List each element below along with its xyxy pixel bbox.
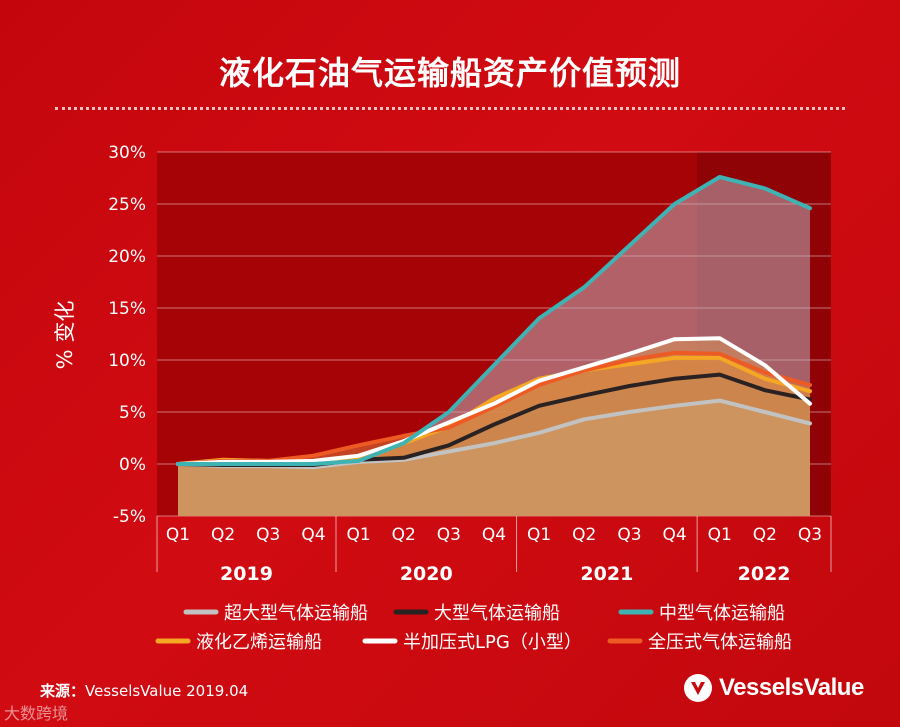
legend-label: 中型气体运输船 — [659, 603, 785, 624]
legend-label: 全压式气体运输船 — [648, 632, 792, 653]
legend-label: 液化乙烯运输船 — [196, 632, 322, 653]
series-line-全压式气体运输船 — [176, 350, 812, 466]
source-text: VesselsValue 2019.04 — [85, 682, 249, 700]
x-tick-label: Q4 — [662, 525, 686, 545]
chart-title: 液化石油气运输船资产价值预测 — [218, 54, 681, 92]
vesselsvalue-logo-icon — [684, 674, 712, 702]
source-note: 来源：VesselsValue 2019.04 — [40, 680, 248, 701]
x-tick-label: Q3 — [798, 525, 822, 545]
x-tick-label: Q1 — [166, 525, 190, 545]
y-tick-label: 15% — [108, 299, 146, 319]
brand-name: VesselsValue — [719, 674, 864, 701]
year-label: 2019 — [220, 563, 273, 585]
area-超大型气体运输船 — [178, 400, 810, 516]
y-tick-label: -5% — [113, 507, 146, 527]
year-label: 2022 — [738, 563, 791, 585]
y-tick-label: 20% — [108, 247, 146, 267]
y-axis-label: % 变化 — [53, 301, 77, 370]
series-line-中型气体运输船 — [176, 175, 812, 466]
y-tick-label: 10% — [108, 351, 146, 371]
y-tick-label: 0% — [119, 455, 146, 475]
x-tick-label: Q2 — [572, 525, 596, 545]
brand-logo: VesselsValue — [683, 672, 864, 704]
x-tick-label: Q3 — [617, 525, 641, 545]
watermark-text: 大数跨境 — [4, 704, 69, 723]
x-tick-label: Q4 — [301, 525, 325, 545]
x-tick-label: Q2 — [211, 525, 235, 545]
y-tick-label: 30% — [108, 143, 146, 163]
dotted-divider — [55, 107, 845, 110]
year-label: 2021 — [580, 563, 633, 585]
x-tick-label: Q3 — [256, 525, 280, 545]
x-tick-label: Q4 — [482, 525, 506, 545]
source-label: 来源： — [40, 682, 86, 700]
legend-label: 大型气体运输船 — [434, 603, 560, 624]
legend-label: 超大型气体运输船 — [224, 603, 368, 624]
legend-label: 半加压式LPG（小型） — [403, 632, 582, 653]
x-tick-label: Q1 — [527, 525, 551, 545]
x-tick-label: Q2 — [753, 525, 777, 545]
x-tick-label: Q1 — [708, 525, 732, 545]
y-tick-label: 25% — [108, 195, 146, 215]
x-tick-label: Q3 — [437, 525, 461, 545]
watermark: 大数跨境 — [4, 700, 68, 724]
x-tick-label: Q2 — [392, 525, 416, 545]
series-line-半加压式LPG（小型） — [176, 336, 812, 466]
year-label: 2020 — [400, 563, 453, 585]
y-tick-label: 5% — [119, 403, 146, 423]
x-tick-label: Q1 — [346, 525, 370, 545]
